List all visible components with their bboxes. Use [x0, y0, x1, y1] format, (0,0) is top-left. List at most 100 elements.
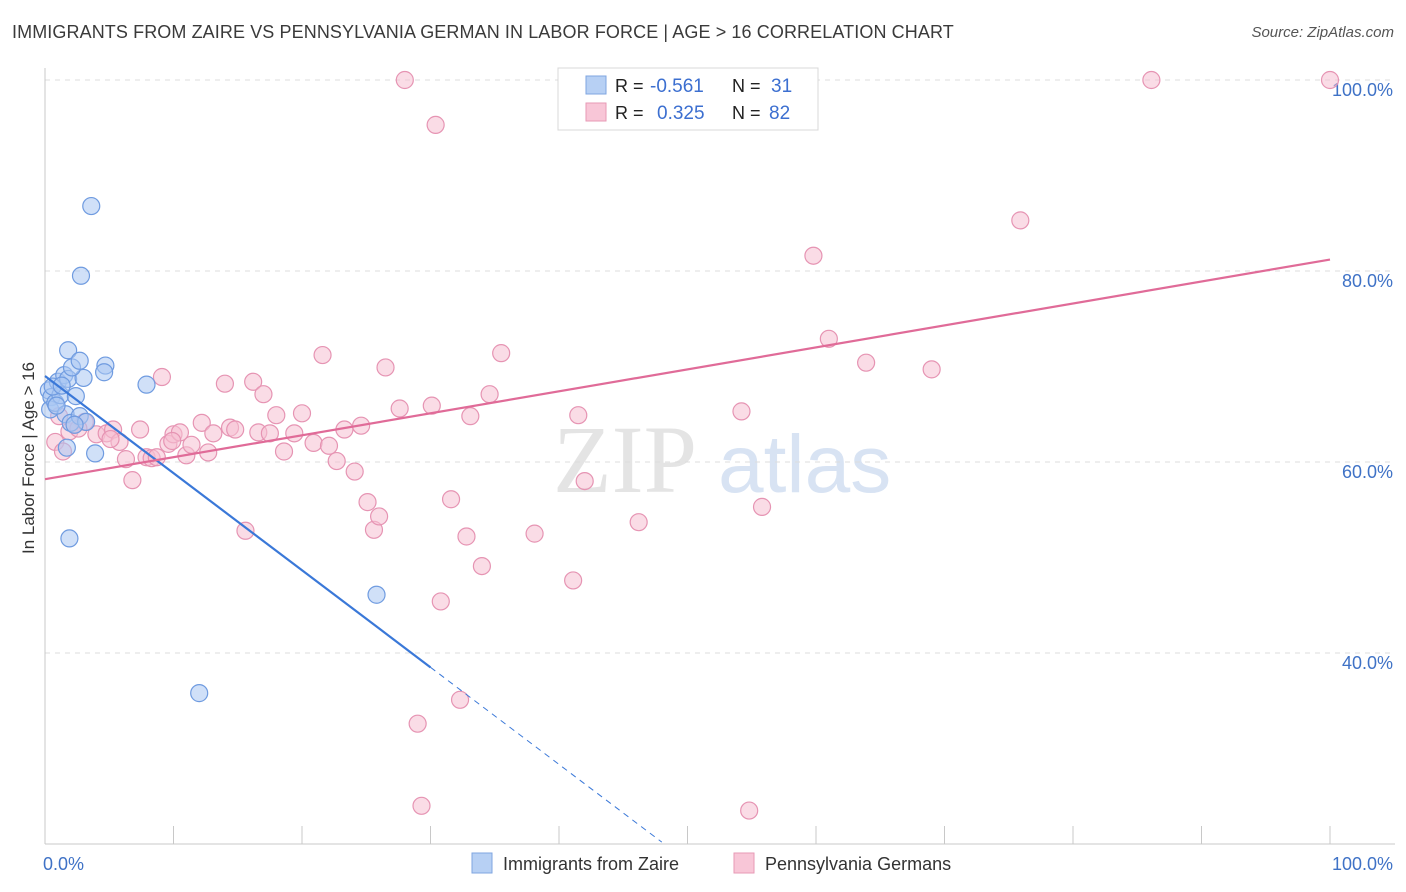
- y-tick-labels: 40.0% 60.0% 80.0% 100.0%: [1332, 80, 1393, 673]
- pennsylvania-germans-point: [441, 490, 461, 509]
- axes: [44, 68, 1395, 845]
- pennsylvania-germans-point: [192, 413, 211, 432]
- pennsylvania-germans-point: [1011, 211, 1030, 230]
- zaire-point: [52, 376, 71, 395]
- pennsylvania-germans-point: [492, 344, 511, 363]
- zaire-point: [367, 585, 386, 604]
- pennsylvania-germans-point: [575, 472, 594, 491]
- zaire-point: [70, 351, 89, 370]
- pennsylvania-germans-point: [819, 329, 838, 348]
- zaire-point: [65, 415, 84, 434]
- legend-n-label-1: N =: [732, 76, 761, 96]
- pennsylvania-germans-point: [922, 360, 941, 379]
- legend-n-value-1: 31: [771, 76, 792, 97]
- pennsylvania-germans-point: [236, 521, 255, 540]
- pennsylvania-germans-point: [1142, 70, 1161, 90]
- legend-r-label-2: R =: [615, 103, 644, 123]
- pennsylvania-germans-point: [116, 450, 136, 469]
- trend-lines: [44, 258, 1331, 843]
- pennsylvania-germans-point: [461, 407, 480, 426]
- pennsylvania-germans-point: [285, 424, 304, 443]
- pennsylvania-germans-point: [204, 424, 223, 443]
- stats-legend: R = -0.561 N = 31 R = 0.325 N = 82: [557, 67, 819, 131]
- pennsylvania-germans-point: [244, 372, 263, 391]
- pennsylvania-germans-point: [857, 353, 876, 372]
- pennsylvania-germans-point: [274, 442, 294, 461]
- zaire-point: [47, 396, 66, 415]
- pennsylvania-germans-point: [376, 358, 395, 377]
- series-name-zaire: Immigrants from Zaire: [503, 854, 679, 874]
- y-tick-label: 40.0%: [1342, 653, 1393, 673]
- pennsylvania-germans-point: [752, 497, 772, 516]
- x-tick-label: 0.0%: [43, 854, 84, 874]
- pennsylvania-germans-point: [408, 714, 427, 733]
- legend-r-label-1: R =: [615, 76, 644, 96]
- pennsylvania-germans-point: [480, 385, 499, 404]
- legend-r-value-1: -0.561: [650, 76, 704, 97]
- pennsylvania-germans-point: [292, 404, 312, 423]
- pennsylvania-germans-point: [431, 592, 450, 611]
- zaire-point: [86, 444, 105, 463]
- y-axis-label: In Labor Force | Age > 16: [19, 362, 38, 554]
- pennsylvania-germans-point: [130, 420, 150, 439]
- pennsylvania-germans-point: [412, 796, 431, 815]
- legend-r-value-2: 0.325: [657, 103, 705, 124]
- zaire-point: [74, 368, 93, 388]
- source-label: Source: ZipAtlas.com: [1251, 24, 1394, 41]
- pennsylvania-germans-point: [390, 399, 409, 418]
- pennsylvania-germans-point: [267, 406, 286, 425]
- legend-swatch-pink: [585, 102, 607, 122]
- zaire-point: [57, 438, 76, 457]
- zaire-point: [66, 387, 85, 406]
- zaire-point: [137, 375, 156, 394]
- y-tick-label: 80.0%: [1342, 271, 1393, 291]
- zaire-trend-line: [44, 375, 432, 669]
- pennsylvania-germans-point: [313, 345, 332, 365]
- pennsylvania-germans-point: [1320, 70, 1340, 90]
- zaire-point: [59, 341, 78, 360]
- pennsylvania-germans-point: [304, 433, 323, 452]
- pennsylvania-germans-trend-line: [44, 258, 1331, 481]
- zaire-point: [82, 196, 101, 216]
- y-tick-label: 60.0%: [1342, 462, 1393, 482]
- pennsylvania-germans-point: [123, 471, 142, 490]
- gridlines: [45, 79, 1395, 654]
- pennsylvania-germans-point: [564, 571, 583, 590]
- pennsylvania-germans-point: [152, 367, 172, 387]
- zaire-point: [190, 684, 209, 703]
- pennsylvania-germans-point: [319, 436, 339, 455]
- pennsylvania-germans-point: [472, 556, 491, 576]
- zaire-point: [95, 363, 114, 382]
- pennsylvania-germans-point: [358, 493, 377, 512]
- legend-swatch-blue: [585, 75, 607, 95]
- x-tick-label: 100.0%: [1332, 854, 1393, 874]
- pennsylvania-germans-point: [569, 406, 588, 425]
- pennsylvania-germans-point: [327, 451, 346, 471]
- x-tick-labels: 0.0% 100.0%: [43, 854, 1393, 874]
- pennsylvania-germans-point: [804, 246, 823, 265]
- pennsylvania-germans-point: [182, 435, 201, 454]
- zaire-trend-extension: [430, 666, 663, 843]
- pennsylvania-germans-point: [101, 429, 120, 449]
- pennsylvania-germans-point: [215, 374, 234, 393]
- series-legend: Immigrants from Zaire Pennsylvania Germa…: [471, 852, 951, 874]
- chart-title: IMMIGRANTS FROM ZAIRE VS PENNSYLVANIA GE…: [12, 22, 954, 42]
- pennsylvania-germans-point: [370, 507, 389, 526]
- pennsylvania-germans-point: [525, 524, 544, 543]
- zaire-point: [60, 529, 79, 548]
- pennsylvania-germans-point: [226, 420, 245, 439]
- legend-n-value-2: 82: [769, 103, 790, 124]
- pennsylvania-germans-point: [740, 801, 759, 820]
- pennsylvania-germans-point: [163, 431, 182, 451]
- pennsylvania-germans-point: [450, 690, 470, 709]
- legend-n-label-2: N =: [732, 103, 761, 123]
- pennsylvania-germans-point: [457, 527, 476, 546]
- pennsylvania-germans-point: [395, 70, 414, 90]
- series-name-pennsylvania-germans: Pennsylvania Germans: [765, 854, 951, 874]
- y-tick-label: 100.0%: [1332, 80, 1393, 100]
- pennsylvania-germans-point: [732, 402, 751, 421]
- series-swatch-blue: [471, 852, 493, 874]
- watermark-atlas: atlas: [718, 419, 891, 510]
- pennsylvania-germans-point: [254, 385, 273, 404]
